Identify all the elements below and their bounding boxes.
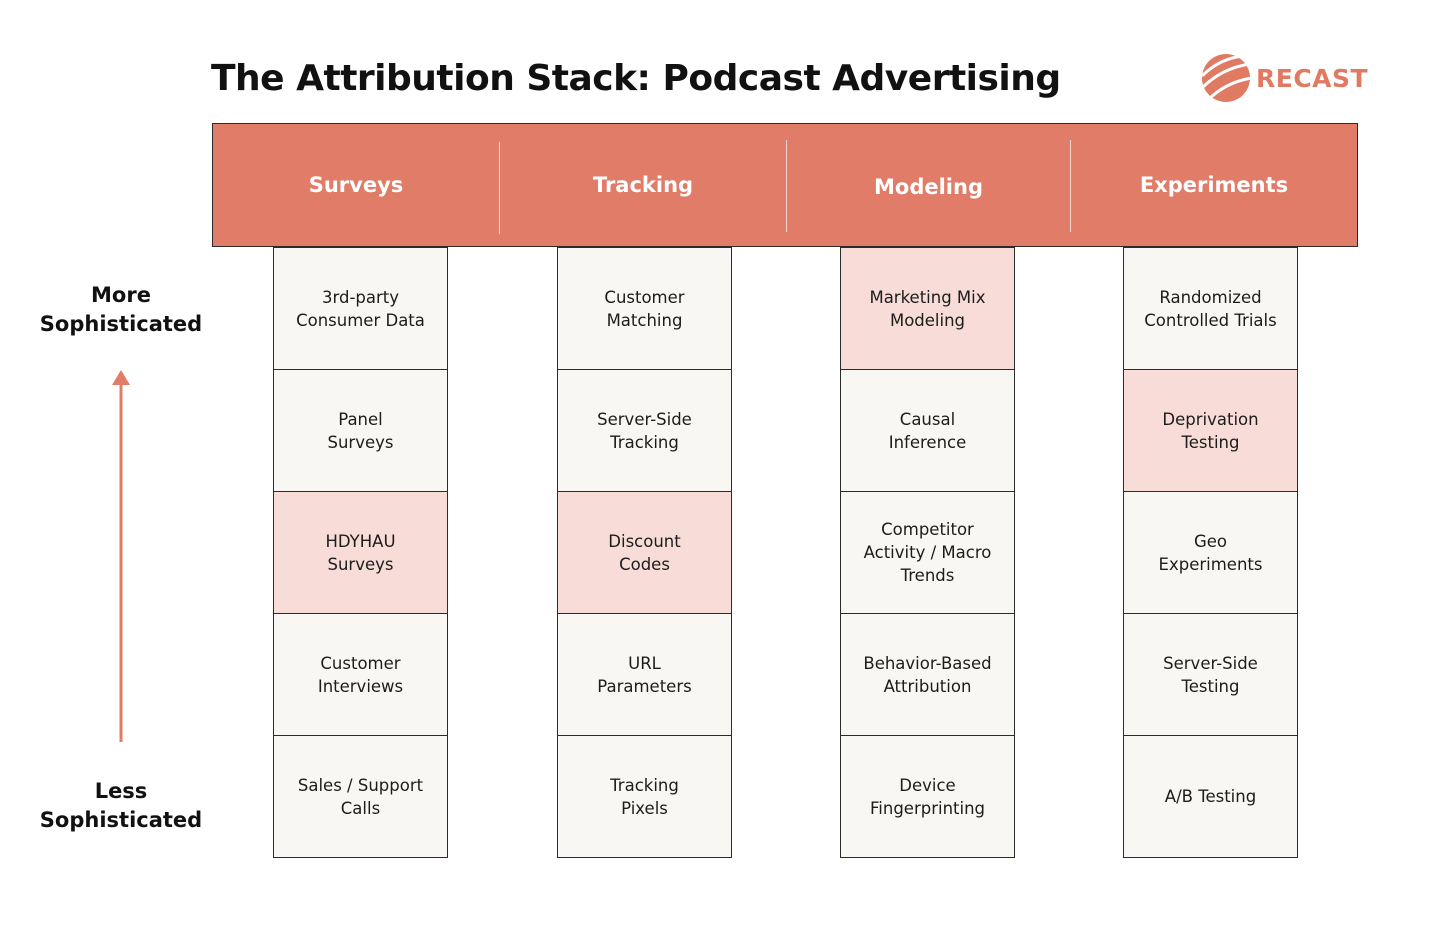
stack-cell: Geo Experiments [1123,491,1298,614]
stack-cell: Panel Surveys [273,369,448,492]
header-surveys: Surveys [308,173,404,197]
column-surveys: 3rd-party Consumer Data Panel Surveys HD… [273,247,448,858]
stack-cell: Discount Codes [557,491,732,614]
column-modeling: Marketing Mix Modeling Causal Inference … [840,247,1015,858]
stack-cell: Behavior-Based Attribution [840,613,1015,736]
stack-cell: 3rd-party Consumer Data [273,247,448,370]
category-header-band: Surveys Tracking Modeling Experiments [212,123,1358,247]
stack-cell: Marketing Mix Modeling [840,247,1015,370]
stack-cell: URL Parameters [557,613,732,736]
header-divider [499,142,500,234]
stack-cell: Causal Inference [840,369,1015,492]
logo-text: RECAST [1256,63,1369,93]
header-modeling: Modeling [874,175,983,199]
stack-cell: Server-Side Testing [1123,613,1298,736]
axis-top-label: More Sophisticated [39,283,203,336]
stack-cell: HDYHAU Surveys [273,491,448,614]
stack-cell: Device Fingerprinting [840,735,1015,858]
page-title: The Attribution Stack: Podcast Advertisi… [211,58,1061,99]
recast-logo: RECAST [1200,52,1368,104]
stack-cell: A/B Testing [1123,735,1298,858]
arrow-up-icon [112,370,130,742]
stack-cell: Customer Interviews [273,613,448,736]
stack-cell: Tracking Pixels [557,735,732,858]
stack-cell: Server-Side Tracking [557,369,732,492]
header-divider [1070,140,1071,232]
axis-bottom-label: Less Sophisticated [39,779,203,832]
stack-cell: Deprivation Testing [1123,369,1298,492]
column-tracking: Customer Matching Server-Side Tracking D… [557,247,732,858]
column-experiments: Randomized Controlled Trials Deprivation… [1123,247,1298,858]
recast-globe-icon [1202,54,1250,102]
stack-cell: Competitor Activity / Macro Trends [840,491,1015,614]
header-experiments: Experiments [1139,173,1289,197]
header-divider [786,140,787,232]
stack-cell: Customer Matching [557,247,732,370]
stack-cell: Sales / Support Calls [273,735,448,858]
stack-cell: Randomized Controlled Trials [1123,247,1298,370]
header-tracking: Tracking [592,173,694,197]
